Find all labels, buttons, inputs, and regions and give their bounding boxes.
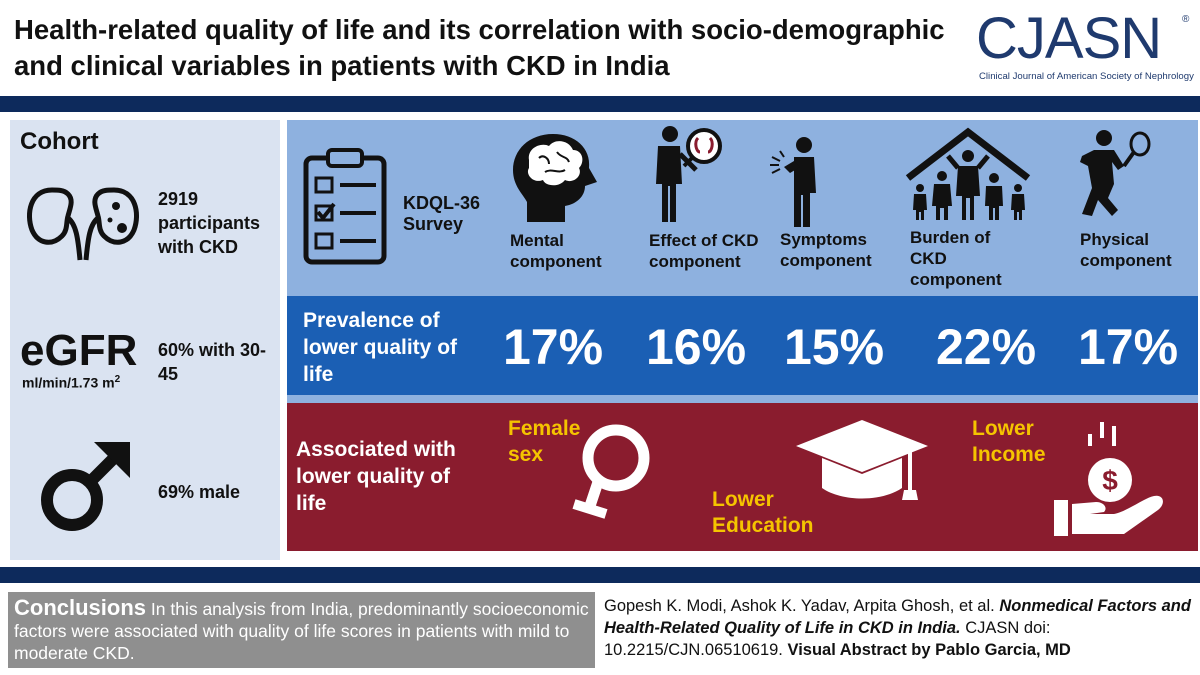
conclusions-block: Conclusions In this analysis from India,…	[14, 597, 589, 664]
citation-credit: Visual Abstract by Pablo Garcia, MD	[787, 641, 1071, 659]
prevalence-panel	[287, 296, 1198, 395]
survey-panel	[287, 120, 1198, 296]
tennis-player-icon	[1080, 130, 1151, 216]
egfr-label: eGFR	[20, 326, 138, 375]
factor-lower-education: Lower Education	[712, 488, 814, 537]
cohort-heading: Cohort	[20, 128, 99, 155]
journal-subtitle: Clinical Journal of American Society of …	[979, 71, 1194, 82]
component-label-effect: Effect of CKD component	[649, 231, 759, 271]
kidney-icon	[27, 187, 139, 261]
citation-journal: CJASN	[965, 619, 1020, 637]
prevalence-physical: 17%	[1078, 319, 1179, 375]
panel-gap	[287, 395, 1198, 403]
conclusions-text: In this analysis from India, predominant…	[14, 599, 589, 663]
prevalence-mental: 17%	[503, 319, 604, 375]
kidney-magnifier-icon	[656, 126, 722, 222]
top-divider	[0, 96, 1200, 112]
bottom-divider	[0, 567, 1200, 583]
male-symbol-icon	[41, 442, 130, 531]
male-percentage: 69% male	[158, 482, 241, 502]
brain-head-icon	[513, 134, 597, 222]
svg-text:$: $	[1102, 465, 1118, 496]
female-symbol-icon	[572, 424, 650, 519]
family-house-icon	[905, 127, 1031, 220]
journal-logo: CJASN	[976, 6, 1162, 71]
factor-lower-income: Lower Income	[972, 417, 1046, 466]
component-label-mental: Mental component	[510, 231, 602, 271]
association-panel	[287, 403, 1198, 551]
component-label-physical: Physical component	[1080, 230, 1172, 270]
factor-female-sex: Female sex	[508, 417, 581, 466]
citation-authors: Gopesh K. Modi, Ashok K. Yadav, Arpita G…	[604, 597, 995, 615]
survey-label: KDQL-36 Survey	[403, 193, 481, 234]
prevalence-burden: 22%	[936, 319, 1037, 375]
checklist-icon	[303, 148, 387, 265]
component-label-burden: Burden of CKD component	[910, 228, 1002, 289]
egfr-unit: ml/min/1.73 m2	[22, 374, 121, 391]
association-label: Associated with lower quality of life	[296, 438, 456, 515]
participants-count: 2919 participants with CKD	[158, 189, 261, 257]
prevalence-symptoms: 15%	[784, 319, 885, 375]
citation-doi: doi: 10.2215/CJN.06510619.	[604, 619, 1051, 659]
prevalence-label: Prevalence of lower quality of life	[303, 309, 458, 386]
egfr-value: 60% with 30-45	[158, 340, 267, 384]
citation: Gopesh K. Modi, Ashok K. Yadav, Arpita G…	[604, 595, 1194, 661]
graduation-cap-icon	[796, 420, 928, 500]
component-label-symptoms: Symptoms component	[780, 230, 872, 270]
conclusions-box	[8, 592, 595, 668]
citation-article: Nonmedical Factors and Health-Related Qu…	[604, 597, 1191, 637]
pain-person-icon	[770, 137, 816, 227]
registered-mark: ®	[1182, 14, 1190, 25]
conclusions-heading: Conclusions	[14, 595, 147, 620]
page-title: Health-related quality of life and its c…	[14, 14, 945, 81]
money-hand-icon: $	[1054, 422, 1163, 536]
prevalence-effect: 16%	[646, 319, 747, 375]
